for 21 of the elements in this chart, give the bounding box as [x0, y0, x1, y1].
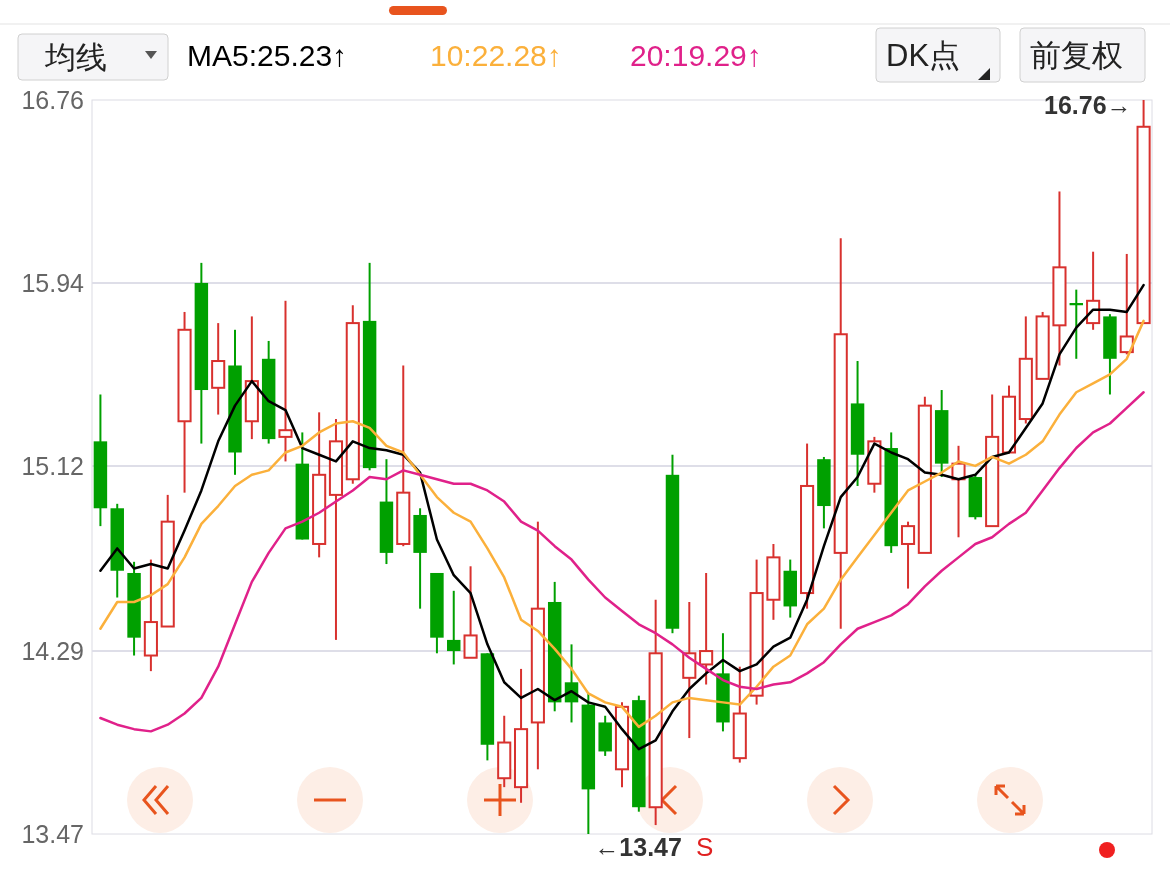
- text: 前复权: [1030, 38, 1123, 73]
- annotation: 16.76→: [1044, 91, 1132, 119]
- annotation: ←13.47: [594, 833, 682, 861]
- text: 均线: [44, 40, 107, 75]
- candlestick: [1119, 252, 1134, 356]
- y-tick-label: 14.29: [21, 637, 84, 666]
- text: 20:19.29↑: [630, 39, 762, 72]
- annotation: S: [695, 832, 714, 862]
- candlestick: [463, 565, 478, 659]
- text: MA5:25.23↑: [187, 39, 348, 72]
- text: DK点: [886, 38, 961, 73]
- candlestick: [278, 299, 293, 463]
- candlestick: [900, 520, 916, 590]
- y-tick-label: 16.76: [21, 86, 84, 114]
- text: 10:22.28↑: [430, 39, 562, 72]
- candlestick: [699, 571, 714, 686]
- y-tick-label: 13.47: [21, 820, 84, 848]
- line-series: [99, 391, 1145, 733]
- y-tick-label: 15.94: [21, 268, 85, 297]
- candlestick: [447, 589, 461, 666]
- y-tick-label: 15.12: [21, 451, 84, 480]
